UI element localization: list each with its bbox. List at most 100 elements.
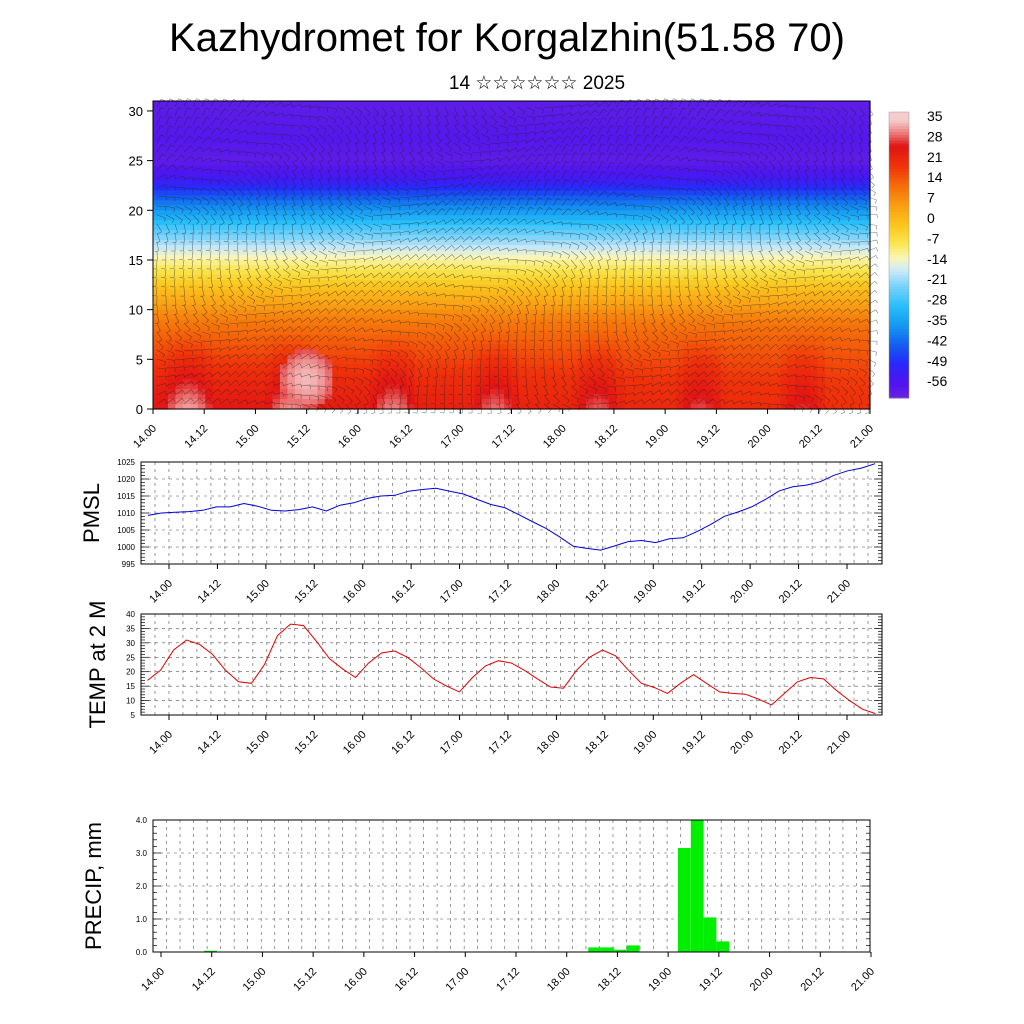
heatmap-cell — [489, 215, 498, 221]
heatmap-cell — [287, 180, 296, 187]
heatmap-cell — [287, 125, 296, 132]
heatmap-cell — [250, 289, 259, 296]
heatmap-cell — [840, 135, 849, 142]
heatmap-cell — [593, 240, 602, 246]
heatmap-cell — [750, 299, 759, 306]
heatmap-cell — [743, 125, 752, 132]
heatmap-cell — [167, 230, 177, 236]
heatmap-cell — [608, 205, 617, 211]
heatmap-cell — [593, 165, 602, 172]
heatmap-cell — [787, 329, 796, 336]
heatmap-cell — [533, 115, 542, 122]
heatmap-cell — [772, 145, 781, 152]
heatmap-cell — [541, 140, 550, 147]
heatmap-cell — [504, 150, 513, 157]
heatmap-cell — [257, 170, 266, 177]
heatmap-cell — [451, 150, 460, 157]
heatmap-cell — [220, 319, 229, 326]
heatmap-cell — [175, 324, 184, 331]
heatmap-cell — [645, 215, 655, 221]
heatmap-cell — [339, 185, 348, 192]
heatmap-cell — [705, 235, 714, 241]
heatmap-cell — [257, 130, 266, 137]
heatmap-cell — [601, 240, 610, 246]
heatmap-cell — [205, 259, 214, 266]
heatmap-cell — [772, 205, 781, 211]
heatmap-cell — [563, 324, 572, 331]
heatmap-cell — [384, 170, 393, 177]
heatmap-cell — [324, 180, 333, 187]
heatmap-cell — [294, 334, 303, 341]
heatmap-cell — [175, 250, 184, 256]
heatmap-cell — [481, 304, 490, 311]
heatmap-cell — [780, 115, 789, 122]
heatmap-cell — [160, 284, 169, 291]
heatmap-cell — [235, 274, 244, 281]
heatmap-cell — [362, 245, 371, 251]
heatmap-cell — [205, 269, 214, 276]
heatmap-cell — [347, 240, 356, 246]
heatmap-cell — [728, 210, 737, 216]
heatmap-cell — [571, 269, 580, 276]
heatmap-cell — [556, 145, 565, 152]
heatmap-cell — [406, 125, 416, 132]
heatmap-cell — [705, 264, 714, 271]
heatmap-cell — [720, 334, 729, 341]
heatmap-cell — [481, 190, 490, 196]
heatmap-cell — [556, 180, 565, 187]
heatmap-cell — [414, 125, 423, 132]
heatmap-cell — [175, 115, 184, 122]
heatmap-cell — [160, 354, 169, 360]
heatmap-cell — [645, 185, 655, 192]
heatmap-cell — [660, 130, 669, 137]
heatmap-cell — [302, 269, 311, 276]
heatmap-cell — [160, 339, 169, 346]
heatmap-cell — [795, 255, 804, 261]
heatmap-cell — [533, 245, 542, 251]
heatmap-cell — [242, 155, 251, 162]
heatmap-cell — [175, 240, 184, 246]
heatmap-cell — [705, 250, 714, 256]
heatmap-cell — [436, 115, 445, 122]
heatmap-cell — [556, 210, 565, 216]
heatmap-cell — [474, 289, 483, 296]
heatmap-cell — [862, 160, 871, 167]
heatmap-cell — [339, 180, 348, 187]
heatmap-cell — [533, 289, 542, 296]
heatmap-cell — [287, 250, 296, 256]
heatmap-cell — [608, 210, 617, 216]
heatmap-cell — [638, 284, 647, 291]
heatmap-cell — [317, 339, 326, 346]
heatmap-cell — [705, 230, 714, 236]
heatmap-cell — [212, 264, 221, 271]
heatmap-cell — [533, 250, 542, 256]
heatmap-cell — [511, 105, 520, 112]
heatmap-cell — [153, 334, 162, 341]
heatmap-cell — [518, 240, 528, 246]
heatmap-cell — [227, 205, 236, 211]
heatmap-cell — [660, 314, 669, 321]
heatmap-cell — [832, 319, 841, 326]
heatmap-cell — [728, 264, 737, 271]
heatmap-cell — [638, 349, 647, 355]
heatmap-cell — [608, 155, 617, 162]
heatmap-cell — [339, 190, 348, 196]
heatmap-cell — [571, 284, 580, 291]
heatmap-cell — [705, 130, 714, 137]
heatmap-cell — [705, 115, 714, 122]
heatmap-cell — [563, 289, 572, 296]
heatmap-cell — [855, 165, 864, 172]
heatmap-cell — [392, 354, 401, 360]
heatmap-cell — [220, 150, 229, 157]
heatmap-cell — [720, 264, 729, 271]
heatmap-cell — [324, 250, 333, 256]
heatmap-cell — [548, 235, 557, 241]
heatmap-cell — [235, 210, 244, 216]
heatmap-cell — [190, 354, 199, 360]
heatmap-cell — [698, 284, 707, 291]
heatmap-cell — [840, 319, 849, 326]
heatmap-cell — [705, 165, 714, 172]
heatmap-cell — [720, 299, 729, 306]
heatmap-cell — [795, 349, 804, 355]
heatmap-cell — [795, 155, 804, 162]
